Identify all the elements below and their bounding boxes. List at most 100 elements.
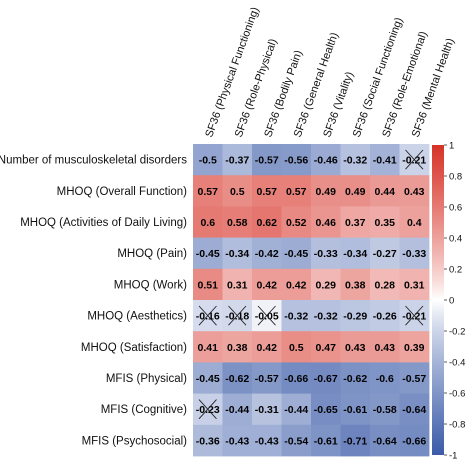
heatmap-cell (252, 237, 282, 270)
heatmap-cell (399, 362, 430, 394)
cell-value: -0.44 (284, 404, 308, 416)
cell-value: 0.43 (345, 342, 366, 354)
cell-value: -0.71 (343, 435, 367, 447)
heatmap-cell (193, 331, 223, 363)
cell-value: 0.51 (198, 279, 219, 291)
cell-value: -0.23 (196, 404, 220, 416)
heatmap-cell (370, 362, 400, 394)
cell-value: 0.42 (257, 279, 278, 291)
row-label: MFIS (Cognitive) (101, 404, 187, 416)
heatmap-cell (340, 362, 371, 394)
cell-value: 0.57 (257, 186, 278, 198)
cell-value: 0.31 (404, 279, 425, 291)
heatmap-cell (311, 237, 341, 270)
cell-value: 0.47 (316, 342, 337, 354)
heatmap-cell (311, 268, 341, 301)
colorbar-tick-label: -0.4 (449, 358, 465, 369)
cell-value: -0.61 (314, 435, 338, 447)
cell-value: 0.31 (227, 279, 248, 291)
colorbar-tick-label: -0.8 (449, 420, 465, 431)
column-label: SF36 (Vitality) (321, 70, 356, 139)
cell-value: -0.43 (225, 435, 249, 447)
heatmap-cells: -0.5 -0.37 -0.57 -0.56 -0.46 -0.32 -0.41 -0.21 0… (193, 144, 430, 457)
colorbar-tick-label: 0 (449, 296, 454, 307)
column-labels: SF36 (Physical Functioning)SF36 (Role-Ph… (203, 6, 457, 139)
row-label: MHOQ (Overall Function) (57, 186, 188, 198)
heatmap-cell (340, 144, 371, 176)
heatmap-cell (311, 175, 341, 207)
colorbar-gradient (432, 145, 444, 455)
heatmap-cell (222, 424, 253, 457)
cell-value: 0.57 (286, 186, 307, 198)
heatmap-cell (281, 424, 312, 457)
heatmap-cell (311, 144, 341, 176)
cell-value: -0.41 (373, 155, 397, 167)
heatmap-cell (281, 300, 312, 332)
heatmap-cell (311, 393, 341, 426)
cell-value: -0.54 (284, 435, 308, 447)
cell-value: -0.58 (373, 404, 397, 416)
heatmap-cell (311, 300, 341, 332)
cell-value: -0.64 (373, 435, 397, 447)
cross-mark (405, 149, 424, 170)
heatmap-cell (370, 268, 400, 301)
heatmap-cell (252, 144, 282, 176)
heatmap-cell (281, 237, 312, 270)
heatmap-cell (311, 362, 341, 394)
cell-value: -0.34 (225, 248, 249, 260)
cell-value: -0.34 (343, 248, 367, 260)
heatmap-cell (222, 237, 253, 270)
cell-value: -0.46 (314, 155, 338, 167)
heatmap-cell (399, 175, 430, 207)
heatmap-cell (340, 237, 371, 270)
heatmap-cell (340, 175, 371, 207)
cell-value: -0.56 (284, 155, 308, 167)
cell-value: -0.31 (255, 404, 279, 416)
cell-value: -0.62 (225, 373, 249, 385)
heatmap-cell (340, 300, 371, 332)
heatmap-cell (399, 268, 430, 301)
cell-value: -0.45 (196, 373, 220, 385)
cell-value: 0.37 (345, 217, 366, 229)
heatmap-cell (370, 393, 400, 426)
cell-value: 0.52 (286, 217, 307, 229)
cell-value: -0.32 (314, 311, 338, 323)
cell-value: 0.43 (404, 186, 425, 198)
cell-value: -0.43 (255, 435, 279, 447)
heatmap-cell (222, 144, 253, 176)
heatmap-cell (370, 144, 400, 176)
heatmap-cell (222, 206, 253, 238)
heatmap-cell (370, 331, 400, 363)
heatmap-cell (252, 362, 282, 394)
heatmap-cell (252, 206, 282, 238)
colorbar-tick-label: -0.2 (449, 327, 465, 338)
cell-value: -0.26 (373, 311, 397, 323)
heatmap-cell (281, 206, 312, 238)
row-label: MFIS (Psychosocial) (82, 435, 188, 447)
cell-value: 0.4 (407, 217, 422, 229)
cell-value: 0.57 (198, 186, 219, 198)
heatmap-cell (370, 424, 400, 457)
cell-value: -0.57 (402, 373, 426, 385)
cell-value: -0.57 (255, 155, 279, 167)
cell-value: 0.58 (227, 217, 248, 229)
heatmap-cell (340, 206, 371, 238)
cell-value: 0.29 (316, 279, 337, 291)
cell-value: -0.29 (343, 311, 367, 323)
cell-value: -0.45 (284, 248, 308, 260)
cell-value: -0.32 (343, 155, 367, 167)
cell-value: 0.42 (286, 279, 307, 291)
cross-mark (198, 305, 217, 326)
heatmap-cell (193, 237, 223, 270)
cell-value: -0.67 (314, 373, 338, 385)
cell-value: 0.43 (375, 342, 396, 354)
cell-value: 0.5 (230, 186, 245, 198)
heatmap-cell (281, 144, 312, 176)
heatmap-cell (193, 206, 223, 238)
cross-mark (257, 305, 276, 326)
cell-value: -0.32 (284, 311, 308, 323)
cell-value: 0.5 (289, 342, 304, 354)
cell-value: -0.21 (402, 311, 426, 323)
colorbar: 1 0.8 0.6 0.4 0.2 0 -0.2 -0.4 -0.6 -0.8 -1 (432, 141, 465, 462)
colorbar-tick-label: 0.6 (449, 203, 462, 214)
